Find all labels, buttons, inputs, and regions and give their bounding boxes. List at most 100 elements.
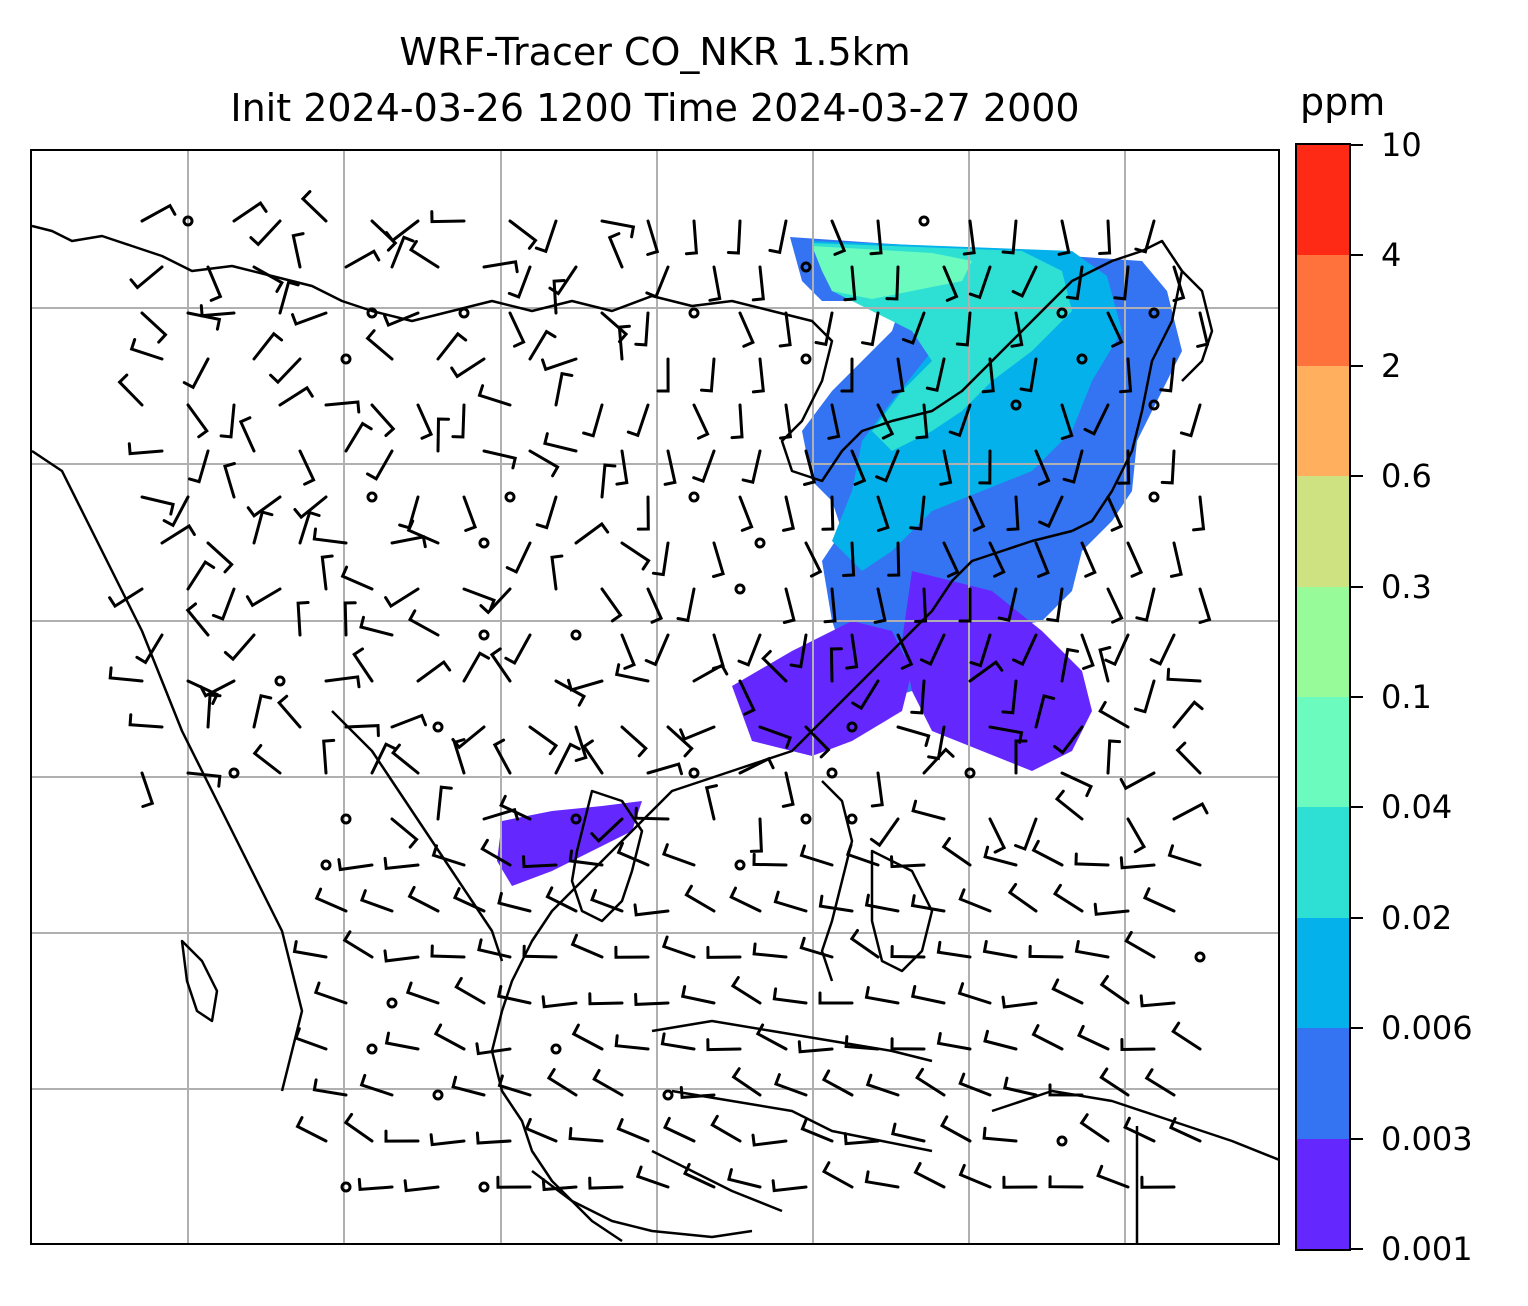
wind-barb <box>1001 995 1038 1009</box>
wind-barb <box>1123 1116 1156 1143</box>
wind-barb <box>1060 647 1080 683</box>
wind-barb <box>1139 994 1176 1008</box>
wind-barb <box>384 1031 420 1051</box>
wind-barb <box>616 1118 650 1143</box>
calm-wind-marker <box>478 629 490 641</box>
wind-barb <box>295 1116 328 1143</box>
wind-barb <box>296 601 310 637</box>
wind-barb <box>462 495 478 532</box>
wind-barb <box>683 1162 716 1189</box>
wind-barb <box>981 357 995 394</box>
wind-barb <box>383 856 420 871</box>
wind-barb <box>384 1129 420 1143</box>
wind-barb <box>823 587 837 624</box>
wind-barb <box>968 265 992 300</box>
wind-barb <box>528 449 560 478</box>
wind-barb <box>567 678 604 692</box>
wind-barb <box>1003 1076 1038 1097</box>
colorbar-unit-label: ppm <box>1300 80 1386 124</box>
colorbar-segment <box>1297 1028 1349 1139</box>
wind-barb <box>887 541 901 577</box>
wind-barb <box>634 311 650 347</box>
wind-barb <box>508 219 538 250</box>
calm-wind-marker <box>1148 399 1160 411</box>
wind-barb <box>543 432 578 453</box>
wind-barb <box>117 373 144 407</box>
wind-barb <box>340 565 374 591</box>
wind-barb <box>477 938 512 959</box>
colorbar-tick-label: 0.006 <box>1381 1009 1473 1048</box>
wind-barb <box>620 725 648 758</box>
wind-barb <box>528 725 559 756</box>
wind-barb <box>710 1114 742 1143</box>
wind-barb <box>684 219 699 256</box>
wind-barb <box>634 992 670 1006</box>
wind-barb <box>462 587 496 612</box>
wind-barb <box>312 527 348 545</box>
wind-barb <box>941 837 972 867</box>
wind-barb <box>1077 1024 1110 1051</box>
wind-barb <box>524 1117 558 1143</box>
colorbar <box>1295 143 1351 1251</box>
wind-barb <box>128 713 164 729</box>
wind-barb <box>186 311 222 331</box>
wind-barb <box>1119 357 1133 394</box>
wind-barb <box>416 660 452 683</box>
wind-barb <box>727 1168 762 1189</box>
calm-wind-marker <box>1010 399 1022 411</box>
calm-wind-marker <box>274 675 286 687</box>
colorbar-segment <box>1297 144 1349 256</box>
wind-barb <box>600 463 617 499</box>
wind-barb <box>885 265 900 301</box>
wind-barb <box>936 940 972 959</box>
wind-barb <box>489 647 512 683</box>
wind-barb <box>582 403 604 438</box>
wind-barb <box>291 232 305 269</box>
wind-barb <box>731 1067 762 1097</box>
wind-barb <box>1119 856 1156 870</box>
wind-barb <box>827 403 841 440</box>
wind-barb <box>507 265 532 299</box>
wind-barb <box>451 725 486 750</box>
wind-barb <box>915 1067 946 1097</box>
wind-barb <box>958 1163 992 1189</box>
wind-barb <box>1062 449 1084 484</box>
wind-barb <box>292 940 328 959</box>
wind-barb <box>821 495 835 531</box>
wind-barb <box>535 495 558 530</box>
wind-barb <box>1171 1021 1202 1051</box>
wind-barb <box>842 541 856 577</box>
wind-barb <box>1010 311 1024 348</box>
wind-barb <box>140 203 177 223</box>
calm-wind-marker <box>800 353 812 365</box>
calm-wind-marker <box>1056 307 1068 319</box>
wind-barb <box>436 331 468 361</box>
wind-barb <box>799 936 834 959</box>
wind-barb <box>278 385 314 407</box>
wind-barb <box>891 357 905 394</box>
wind-barb <box>390 817 419 849</box>
wind-barb <box>249 219 282 247</box>
wind-barb <box>1149 633 1176 666</box>
wind-barb <box>1034 449 1051 486</box>
wind-barb <box>803 449 817 486</box>
wind-barb <box>182 357 210 390</box>
wind-barb <box>407 609 440 637</box>
wind-barb <box>344 724 380 738</box>
wind-barb <box>211 587 236 621</box>
wind-barb <box>988 725 1024 744</box>
calm-wind-marker <box>826 767 838 779</box>
wind-barb <box>320 554 334 591</box>
wind-barb <box>276 694 302 729</box>
wind-barb <box>223 633 256 662</box>
wind-barb <box>634 806 670 821</box>
wind-barb <box>1007 882 1038 913</box>
wind-barb <box>988 817 1007 854</box>
wind-barb <box>403 1179 440 1193</box>
wind-barb <box>206 265 223 302</box>
wind-barb <box>636 495 650 531</box>
wind-barb <box>450 357 486 379</box>
wind-barb <box>666 725 694 758</box>
wind-barb <box>1126 817 1147 854</box>
wind-barb <box>1048 1175 1084 1189</box>
